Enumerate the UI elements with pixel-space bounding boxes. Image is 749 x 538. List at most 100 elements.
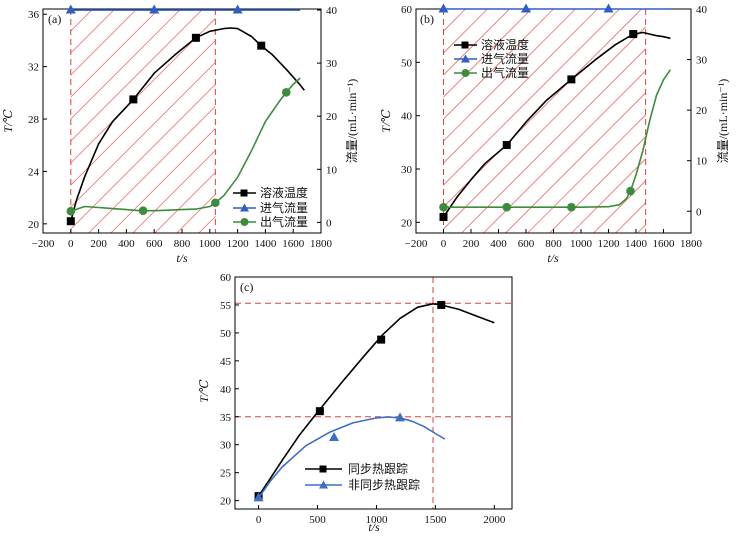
- y-axis-left: 20 25 30 35 40 45 50 55 60: [220, 272, 239, 508]
- legend-item: 溶液温度: [454, 37, 529, 52]
- y-tick-label: 32: [28, 62, 39, 74]
- x-tick-label: 600: [518, 238, 535, 250]
- hatch-line: [70, 9, 138, 76]
- data-point-square: [66, 217, 75, 226]
- legend-item: 进气流量: [233, 200, 308, 215]
- series-line-1: [257, 302, 495, 497]
- y-axis-left: 20 30 40 50 60: [401, 4, 420, 229]
- data-point-square: [129, 95, 138, 104]
- y-tick-label-right: 30: [696, 55, 708, 67]
- y-axis-label-right: 流量/(mL·min⁻¹): [716, 79, 730, 164]
- y-tick-label-right: 0: [326, 217, 332, 229]
- hatch-line: [443, 9, 620, 186]
- data-point-triangle: [521, 3, 531, 13]
- x-tick-label: 0: [441, 238, 447, 250]
- hatch-line: [443, 26, 646, 230]
- legend: 溶液温度 进气流量 出气流量: [233, 185, 308, 229]
- y-axis-label-right: 流量/(mL·min⁻¹): [345, 79, 359, 164]
- panel-label: (b): [420, 12, 434, 26]
- legend-item: 非同步热跟踪: [305, 478, 420, 492]
- x-tick-label: 2000: [483, 514, 506, 526]
- data-point-square: [191, 33, 200, 42]
- series-line-1: [70, 27, 305, 222]
- x-axis: −200 0 200 400 600 800 1000 1200 1400 1600 1800: [405, 229, 703, 250]
- x-axis-label: t/s: [547, 251, 559, 265]
- y-tick-label-right: 40: [326, 5, 338, 17]
- square-marker-icon: [240, 189, 248, 197]
- y-axis-label: T/℃: [1, 109, 15, 133]
- triangle-marker-icon: [319, 480, 328, 489]
- y-tick-label: 50: [401, 57, 413, 69]
- hatch-line: [88, 105, 216, 233]
- legend-item: 进气流量: [454, 51, 529, 66]
- x-tick-label: 1200: [598, 238, 621, 250]
- series-line-2: [257, 416, 446, 499]
- legend: 溶液温度 进气流量 出气流量: [454, 37, 529, 80]
- data-point-square: [439, 213, 448, 221]
- hatch-line: [443, 9, 554, 120]
- y-axis-right: 0 10 20 30 40: [687, 4, 708, 218]
- hatch-line: [419, 9, 643, 233]
- y-tick-label-right: 10: [326, 164, 338, 176]
- hatch-line: [70, 9, 204, 142]
- hatched-region: [443, 9, 646, 233]
- y-tick-label: 60: [401, 4, 413, 16]
- data-point-square: [377, 335, 386, 344]
- plot-frame: [234, 276, 513, 510]
- data-point-circle: [66, 206, 76, 216]
- legend-label: 出气流量: [260, 214, 308, 229]
- x-tick-label: 1000: [570, 238, 593, 250]
- reference-vlines: [443, 9, 647, 233]
- legend-item: 同步热跟踪: [305, 462, 408, 476]
- series-line-3: [443, 69, 672, 208]
- hatch-line: [505, 92, 646, 233]
- triangle-marker-icon: [461, 54, 470, 63]
- hatch-line: [549, 136, 646, 233]
- data-point-square: [502, 141, 511, 149]
- y-tick-label: 20: [401, 217, 413, 229]
- x-tick-label: 1400: [625, 238, 648, 250]
- reference-lines: [235, 277, 512, 509]
- hatch-line: [154, 171, 216, 233]
- y-tick-label: 24: [28, 166, 40, 178]
- x-tick-label: 1500: [424, 514, 447, 526]
- square-marker-icon: [319, 465, 327, 473]
- hatch-line: [70, 9, 182, 120]
- x-tick-label: 1800: [310, 238, 333, 250]
- hatch-line: [443, 9, 576, 142]
- data-point-triangle: [603, 3, 614, 13]
- y-tick-label: 55: [220, 300, 232, 312]
- y-tick-label: 50: [220, 328, 232, 340]
- legend-label: 进气流量: [481, 51, 529, 66]
- x-tick-label: 400: [118, 238, 135, 250]
- triangle-marker-icon: [240, 203, 249, 212]
- hatch-line: [443, 9, 510, 76]
- hatch-line: [443, 9, 598, 164]
- data-point-circle: [211, 198, 220, 208]
- series-layer: [253, 300, 495, 502]
- panel-label: (a): [48, 12, 61, 26]
- data-point-circle: [439, 202, 448, 212]
- x-tick-label: 1600: [282, 238, 305, 250]
- y-tick-label: 40: [220, 384, 232, 396]
- x-tick-label: 800: [545, 238, 562, 250]
- x-axis: 0 500 1000 1500 2000: [256, 505, 506, 526]
- x-tick-label: 0: [256, 514, 262, 526]
- data-point-triangle: [149, 4, 160, 14]
- x-tick-label: −200: [405, 238, 428, 250]
- data-point-square: [567, 75, 576, 84]
- x-tick-label: 600: [146, 238, 163, 250]
- hatch-line: [70, 9, 160, 98]
- y-tick-label: 40: [401, 111, 413, 123]
- y-tick-label: 35: [220, 412, 232, 424]
- y-tick-label-right: 20: [696, 105, 708, 117]
- series-layer: [438, 3, 672, 221]
- x-tick-label: 1000: [365, 514, 388, 526]
- x-axis-label: t/s: [368, 520, 380, 534]
- x-tick-label: 1400: [254, 238, 277, 250]
- legend: 同步热跟踪 非同步热跟踪: [305, 462, 420, 492]
- hatch-line: [70, 9, 116, 54]
- reference-vlines: [70, 9, 216, 233]
- data-point-circle: [138, 206, 148, 216]
